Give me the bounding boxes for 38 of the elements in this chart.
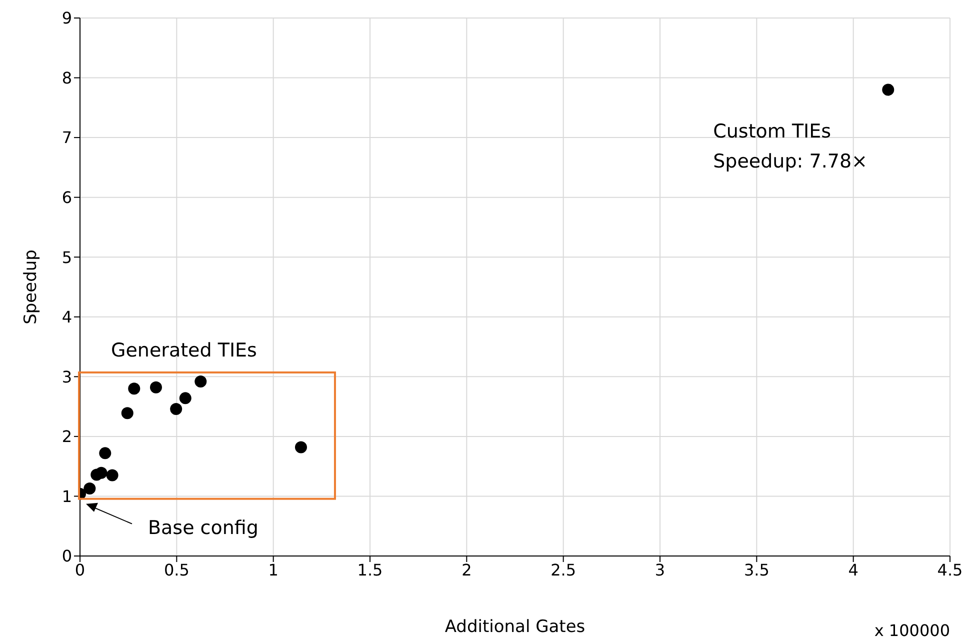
x-tick-label: 2.5 (550, 560, 576, 580)
point (150, 381, 162, 394)
y-tick-label: 0 (62, 546, 72, 566)
x-tick-label: 3 (654, 560, 666, 580)
annotation: Base config (148, 516, 258, 539)
y-tick-label: 8 (62, 68, 72, 88)
x-tick-label: 0.5 (164, 560, 190, 580)
x-axis-title: Additional Gates (444, 617, 586, 637)
point (179, 392, 192, 404)
x-tick-label: 4 (848, 560, 858, 580)
y-tick-label: 5 (62, 248, 72, 267)
x-tick-label: 4.5 (937, 560, 963, 580)
point (170, 402, 182, 415)
point (106, 469, 118, 482)
point (121, 407, 134, 420)
x-tick-label: 3.5 (744, 560, 770, 580)
y-tick-label: 4 (62, 308, 72, 327)
y-axis-title: Speedup (21, 250, 42, 324)
text: x 100000 (874, 621, 950, 640)
annotation: Generated TIEs (111, 339, 257, 362)
y-tick-label: 6 (62, 188, 72, 208)
y-tick-label: 2 (62, 427, 72, 446)
x-tick-label: 2 (462, 560, 472, 580)
y-tick-label: 1 (62, 486, 72, 506)
x-tick-label: 1.5 (357, 560, 383, 580)
annotation: Custom TIEs Speedup: 7.78× (713, 120, 868, 173)
point (95, 466, 108, 479)
y-tick-label: 7 (62, 128, 72, 148)
point (84, 482, 96, 494)
x-tick-label: 0 (74, 560, 86, 580)
point (194, 375, 207, 388)
x-tick-label: 1 (268, 560, 278, 580)
y-tick-label: 9 (62, 8, 72, 28)
point (99, 447, 112, 460)
point (128, 382, 140, 395)
y-tick-label: 3 (62, 367, 72, 386)
point (882, 84, 894, 96)
point (294, 441, 307, 454)
